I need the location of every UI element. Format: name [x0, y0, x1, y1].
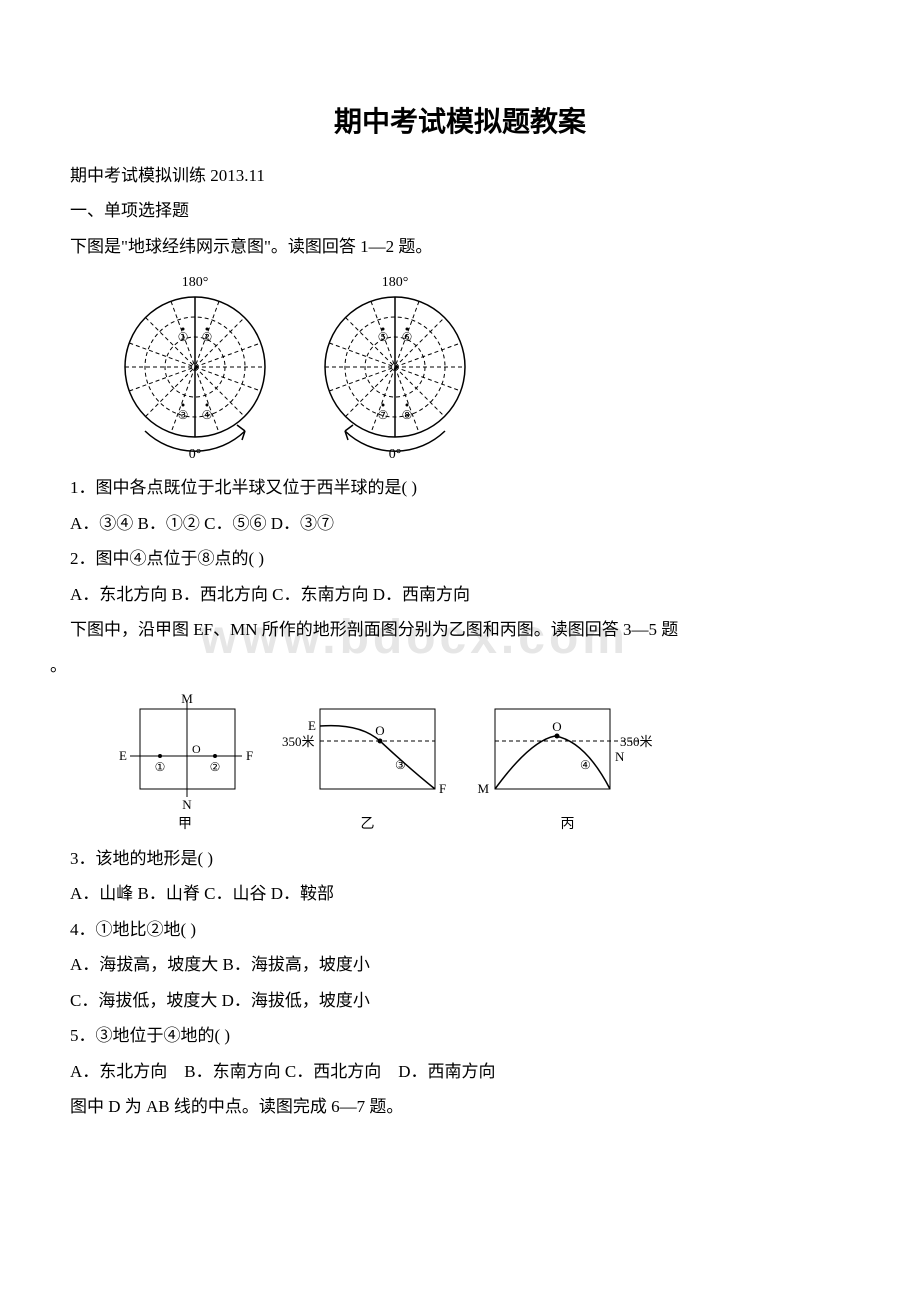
question-2: 2．图中④点位于⑧点的( )	[70, 543, 850, 574]
marker-o1: ①	[155, 760, 166, 774]
section-heading: 一、单项选择题	[70, 195, 850, 226]
question-1-options: A．③④ B．①② C．⑤⑥ D．③⑦	[70, 508, 850, 539]
figure-caption-2: 下图中，沿甲图 EF、MN 所作的地形剖面图分别为乙图和丙图。读图回答 3—5 …	[70, 614, 850, 645]
figure-1: 180°	[110, 272, 850, 462]
figure-2: M N E F ① O ② 甲 E O F ③	[110, 691, 850, 833]
marker-7: ⑦	[378, 408, 389, 422]
question-4-options-b: C．海拔低，坡度大 D．海拔低，坡度小	[70, 985, 850, 1016]
lon-0-label: 0°	[189, 447, 202, 462]
label-E: E	[119, 748, 127, 763]
panel-jia: M N E F ① O ② 甲	[110, 691, 260, 833]
marker-o4: ④	[580, 758, 591, 772]
label-E-yi: E	[308, 718, 316, 733]
label-F-yi: F	[439, 781, 446, 796]
figure-caption-2b: 。	[50, 650, 850, 681]
panel-yi-label: 乙	[280, 813, 455, 833]
marker-8: ⑧	[402, 408, 413, 422]
panel-bing-label: 丙	[475, 813, 660, 833]
label-O-bing: O	[552, 719, 561, 734]
question-4-options-a: A．海拔高，坡度大 B．海拔高，坡度小	[70, 949, 850, 980]
label-O: O	[192, 742, 201, 756]
lon-0-label-r: 0°	[389, 447, 402, 462]
marker-o2: ②	[210, 760, 221, 774]
question-3: 3．该地的地形是( )	[70, 843, 850, 874]
globe-right: 180° ⑤	[310, 272, 480, 462]
question-1: 1．图中各点既位于北半球又位于西半球的是( )	[70, 472, 850, 503]
document-content: 期中考试模拟题教案 期中考试模拟训练 2013.11 一、单项选择题 下图是"地…	[70, 100, 850, 1122]
alt-yi: 350米	[282, 734, 315, 749]
alt-bing: 350米	[620, 734, 653, 749]
marker-2: ②	[202, 330, 213, 344]
marker-1: ①	[178, 330, 189, 344]
lon-180-label: 180°	[182, 275, 209, 290]
panel-bing: M O N ④ 350米 丙	[475, 691, 660, 833]
label-M-bing: M	[477, 781, 489, 796]
globe-left: 180°	[110, 272, 280, 462]
question-5-options: A．东北方向 B．东南方向 C．西北方向 D．西南方向	[70, 1056, 850, 1087]
question-3-options: A．山峰 B．山脊 C．山谷 D．鞍部	[70, 878, 850, 909]
label-N-bing: N	[615, 749, 625, 764]
label-F: F	[246, 748, 253, 763]
figure-caption: 下图是"地球经纬网示意图"。读图回答 1—2 题。	[70, 231, 850, 262]
question-2-options: A．东北方向 B．西北方向 C．东南方向 D．西南方向	[70, 579, 850, 610]
figure-caption-3: 图中 D 为 AB 线的中点。读图完成 6—7 题。	[70, 1091, 850, 1122]
label-O-yi: O	[375, 723, 384, 738]
page-title: 期中考试模拟题教案	[70, 100, 850, 140]
marker-4: ④	[202, 408, 213, 422]
label-N: N	[182, 797, 192, 811]
marker-6: ⑥	[402, 330, 413, 344]
question-5: 5．③地位于④地的( )	[70, 1020, 850, 1051]
marker-o3: ③	[395, 758, 406, 772]
question-4: 4．①地比②地( )	[70, 914, 850, 945]
marker-3: ③	[178, 408, 189, 422]
panel-jia-label: 甲	[110, 813, 260, 833]
label-M: M	[181, 691, 193, 706]
subtitle: 期中考试模拟训练 2013.11	[70, 160, 850, 191]
panel-yi: E O F ③ 350米 乙	[280, 691, 455, 833]
marker-5: ⑤	[378, 330, 389, 344]
lon-180-label-r: 180°	[382, 275, 409, 290]
